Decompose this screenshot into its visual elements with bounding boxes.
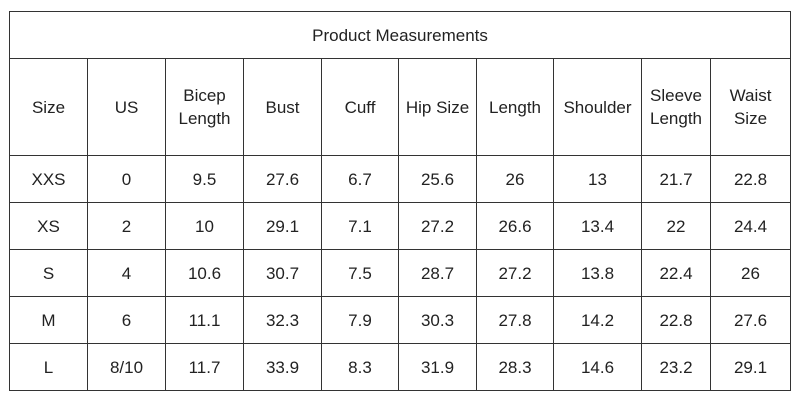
table-cell: 28.3 (476, 343, 554, 391)
column-header: Waist Size (709, 58, 792, 156)
table-cell: 31.9 (398, 343, 477, 391)
table-cell: 8.3 (321, 343, 399, 391)
column-header: Size (9, 58, 88, 156)
column-header: Hip Size (398, 58, 477, 156)
table-cell: 26.6 (476, 202, 554, 250)
table-cell: 8/10 (87, 343, 166, 391)
table-cell: 21.7 (641, 155, 711, 203)
table-cell: 32.3 (243, 296, 322, 344)
table-cell: 30.3 (398, 296, 477, 344)
header-row: Size US Bicep Length Bust Cuff Hip Size Length… (9, 58, 792, 156)
table-cell: 25.6 (398, 155, 477, 203)
column-header: Length (476, 58, 554, 156)
table-cell: 10.6 (165, 249, 244, 297)
table-cell: 9.5 (165, 155, 244, 203)
table-cell: 24.4 (709, 202, 792, 250)
table-cell: 27.2 (398, 202, 477, 250)
table-cell: 13.8 (553, 249, 642, 297)
table-cell: 27.8 (476, 296, 554, 344)
table-cell: 4 (87, 249, 166, 297)
table-row: XS 2 10 29.1 7.1 27.2 26.6 13.4 22 24.4 (9, 202, 792, 250)
table-cell: 22.8 (709, 155, 792, 203)
table-cell: 11.1 (165, 296, 244, 344)
table-cell: 13 (553, 155, 642, 203)
table-cell: 13.4 (553, 202, 642, 250)
table-body: XXS 0 9.5 27.6 6.7 25.6 26 13 21.7 22.8 XS 2 10 29.1 7… (9, 155, 792, 391)
table-cell: 6 (87, 296, 166, 344)
table-cell: 0 (87, 155, 166, 203)
table-cell: 2 (87, 202, 166, 250)
table-cell: 28.7 (398, 249, 477, 297)
table-cell: 14.6 (553, 343, 642, 391)
table-cell: 22.8 (641, 296, 711, 344)
table-cell: 10 (165, 202, 244, 250)
table-cell: 26 (709, 249, 792, 297)
column-header: US (87, 58, 166, 156)
table-row: XXS 0 9.5 27.6 6.7 25.6 26 13 21.7 22.8 (9, 155, 792, 203)
column-header: Bust (243, 58, 322, 156)
table-row: M 6 11.1 32.3 7.9 30.3 27.8 14.2 22.8 27.6 (9, 296, 792, 344)
column-header: Cuff (321, 58, 399, 156)
measurements-table: Product Measurements Size US Bicep Length B… (8, 11, 792, 391)
table-cell: L (9, 343, 88, 391)
table-cell: XXS (9, 155, 88, 203)
column-header: Sleeve Length (641, 58, 711, 156)
table-cell: 29.1 (709, 343, 792, 391)
table-cell: 23.2 (641, 343, 711, 391)
table-cell: 22.4 (641, 249, 711, 297)
table-cell: 7.5 (321, 249, 399, 297)
table-cell: 14.2 (553, 296, 642, 344)
table-cell: 22 (641, 202, 711, 250)
table-cell: 33.9 (243, 343, 322, 391)
table-title: Product Measurements (8, 11, 792, 59)
table-cell: 27.6 (709, 296, 792, 344)
table-cell: 27.2 (476, 249, 554, 297)
table-cell: S (9, 249, 88, 297)
table-cell: M (9, 296, 88, 344)
column-header: Shoulder (553, 58, 642, 156)
table-cell: 7.9 (321, 296, 399, 344)
table-cell: 11.7 (165, 343, 244, 391)
table-cell: 27.6 (243, 155, 322, 203)
table-row: S 4 10.6 30.7 7.5 28.7 27.2 13.8 22.4 26 (9, 249, 792, 297)
column-header: Bicep Length (165, 58, 244, 156)
table-row: L 8/10 11.7 33.9 8.3 31.9 28.3 14.6 23.2 29.1 (9, 343, 792, 391)
table-cell: 29.1 (243, 202, 322, 250)
table-cell: XS (9, 202, 88, 250)
table-cell: 7.1 (321, 202, 399, 250)
table-cell: 6.7 (321, 155, 399, 203)
table-cell: 30.7 (243, 249, 322, 297)
table-cell: 26 (476, 155, 554, 203)
